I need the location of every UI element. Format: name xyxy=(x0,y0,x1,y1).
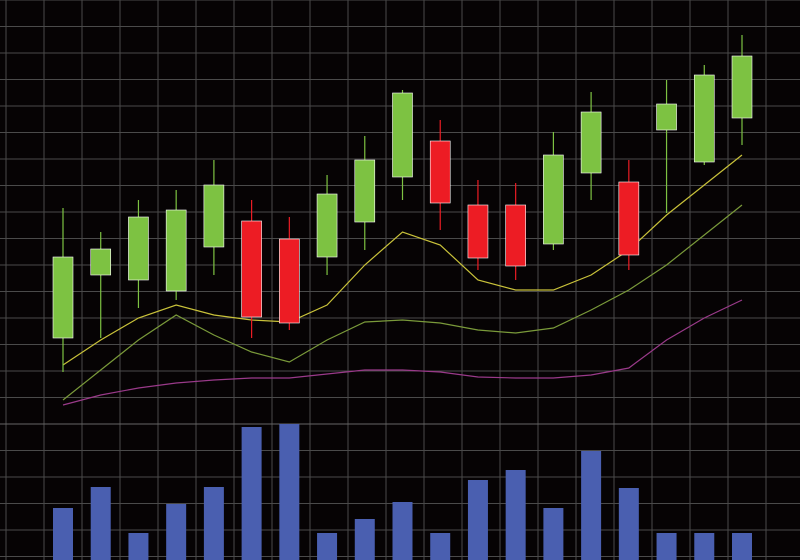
candle-body xyxy=(543,154,564,245)
candle-body xyxy=(354,159,376,223)
moving-average-line xyxy=(62,204,743,401)
candle-body xyxy=(656,103,677,131)
volume-bar xyxy=(317,533,338,560)
candle-body xyxy=(693,74,715,163)
candle-body xyxy=(52,256,74,339)
volume-bar xyxy=(430,533,451,560)
volume-bar xyxy=(279,424,300,560)
volume-bar xyxy=(354,519,375,560)
moving-average-line xyxy=(62,299,743,406)
volume-bar xyxy=(241,427,262,560)
candle-body xyxy=(165,209,187,292)
volume-bar xyxy=(203,487,224,560)
candle-body xyxy=(429,140,451,204)
candle-body xyxy=(392,92,413,178)
volume-bar xyxy=(581,451,602,560)
volume-bar xyxy=(467,480,488,560)
volume-bar xyxy=(90,487,111,560)
volume-bar xyxy=(656,533,677,560)
volume-bar xyxy=(694,533,715,560)
candle-body xyxy=(90,248,112,276)
volume-bar xyxy=(732,533,752,560)
volume-bar xyxy=(128,533,149,560)
volume-bar xyxy=(618,488,639,560)
volume-bar xyxy=(166,504,187,560)
volume-bar xyxy=(53,508,73,560)
candle-body xyxy=(580,111,602,174)
candle-body xyxy=(203,184,225,248)
candle-body xyxy=(618,181,640,256)
candle-body xyxy=(467,204,489,259)
candle-body xyxy=(241,220,262,318)
candle-body xyxy=(731,55,753,119)
volume-bar xyxy=(392,502,413,560)
candle-body xyxy=(316,193,338,258)
candle-body xyxy=(505,204,526,267)
volume-bar xyxy=(543,508,564,560)
candle-body xyxy=(279,238,300,324)
candle-body xyxy=(128,216,149,281)
volume-bar xyxy=(505,470,526,560)
